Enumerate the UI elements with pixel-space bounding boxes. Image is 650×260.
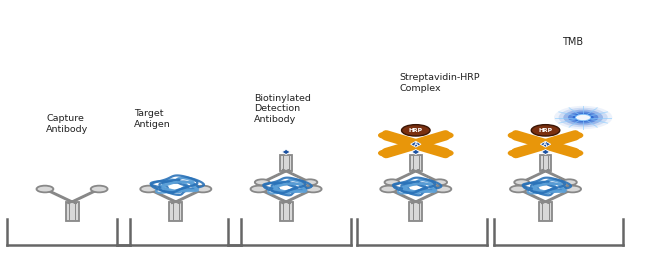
Circle shape [302, 179, 317, 185]
Circle shape [573, 113, 593, 122]
Text: HRP: HRP [538, 128, 552, 133]
Bar [170, 202, 182, 220]
Text: A: A [413, 142, 418, 147]
Circle shape [508, 132, 523, 138]
Circle shape [562, 179, 577, 185]
Polygon shape [541, 170, 573, 184]
Circle shape [510, 186, 527, 192]
Bar [410, 154, 421, 171]
Bar [280, 202, 292, 220]
Text: HRP: HRP [409, 128, 423, 133]
Polygon shape [412, 170, 443, 184]
Circle shape [385, 179, 399, 185]
Polygon shape [541, 150, 550, 154]
Polygon shape [40, 187, 77, 203]
Circle shape [568, 150, 582, 156]
Circle shape [140, 186, 157, 192]
Circle shape [434, 186, 451, 192]
Polygon shape [172, 187, 207, 203]
Polygon shape [255, 187, 291, 203]
Circle shape [531, 125, 560, 136]
Circle shape [438, 150, 453, 156]
Polygon shape [518, 170, 549, 184]
Circle shape [564, 110, 603, 125]
Circle shape [568, 112, 598, 123]
Text: Target
Antigen: Target Antigen [134, 109, 170, 129]
Circle shape [564, 186, 581, 192]
Circle shape [379, 150, 393, 156]
Circle shape [91, 186, 107, 192]
Polygon shape [411, 141, 421, 147]
Polygon shape [540, 141, 551, 147]
Circle shape [36, 186, 53, 192]
Polygon shape [411, 150, 420, 154]
Polygon shape [384, 187, 421, 203]
Circle shape [558, 108, 608, 127]
Circle shape [380, 186, 397, 192]
Circle shape [568, 132, 582, 138]
Text: Streptavidin-HRP
Complex: Streptavidin-HRP Complex [400, 73, 480, 93]
Bar [410, 202, 422, 220]
Polygon shape [388, 170, 420, 184]
Polygon shape [258, 170, 290, 184]
Circle shape [255, 179, 270, 185]
Circle shape [432, 179, 447, 185]
Polygon shape [144, 187, 180, 203]
Circle shape [402, 125, 430, 136]
Circle shape [508, 150, 523, 156]
Circle shape [250, 186, 267, 192]
Polygon shape [281, 187, 318, 203]
Bar [66, 202, 79, 220]
Circle shape [554, 106, 612, 129]
Text: Capture
Antibody: Capture Antibody [46, 114, 88, 134]
Circle shape [194, 186, 211, 192]
Polygon shape [282, 170, 314, 184]
Polygon shape [282, 150, 291, 154]
Polygon shape [68, 187, 103, 203]
Circle shape [575, 114, 591, 121]
Text: TMB: TMB [562, 37, 583, 47]
Circle shape [514, 179, 529, 185]
Circle shape [438, 132, 453, 138]
Polygon shape [514, 187, 550, 203]
Bar [539, 202, 552, 220]
Polygon shape [411, 187, 447, 203]
Text: A: A [543, 142, 548, 147]
Bar [540, 154, 551, 171]
Circle shape [305, 186, 322, 192]
Bar [280, 154, 292, 171]
Text: Biotinylated
Detection
Antibody: Biotinylated Detection Antibody [254, 94, 311, 124]
Circle shape [379, 132, 393, 138]
Polygon shape [541, 187, 577, 203]
